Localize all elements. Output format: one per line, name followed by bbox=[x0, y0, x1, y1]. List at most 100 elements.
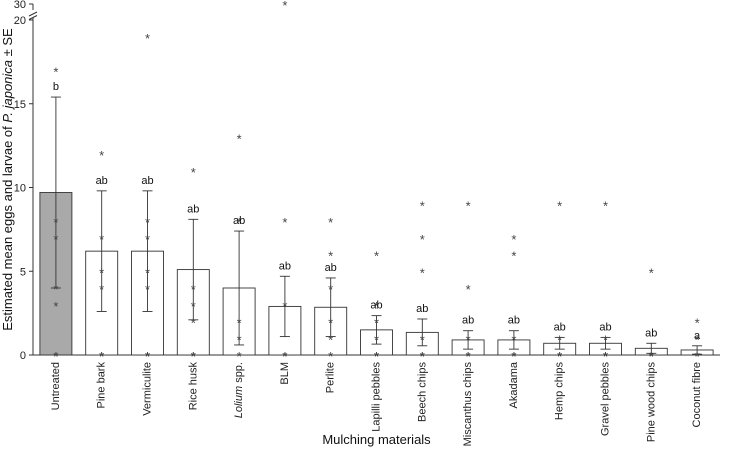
data-point: * bbox=[191, 316, 196, 331]
data-point: * bbox=[420, 198, 425, 213]
data-point: * bbox=[466, 349, 471, 364]
x-tick-label: Vermiculite bbox=[142, 362, 154, 416]
significance-letter: ab bbox=[233, 215, 245, 227]
y-tick-label: 15 bbox=[14, 99, 26, 111]
data-point: * bbox=[53, 282, 58, 297]
data-point: * bbox=[511, 232, 516, 247]
data-point: * bbox=[511, 349, 516, 364]
data-point: * bbox=[99, 265, 104, 280]
significance-letter: a bbox=[694, 330, 701, 342]
y-tick-label: 0 bbox=[20, 350, 26, 362]
significance-letter: ab bbox=[416, 303, 428, 315]
data-point: * bbox=[557, 349, 562, 364]
x-tick-label: BLM bbox=[279, 362, 291, 385]
significance-letter: ab bbox=[370, 300, 382, 312]
data-point: * bbox=[53, 232, 58, 247]
data-point: * bbox=[53, 349, 58, 364]
significance-letter: ab bbox=[96, 175, 108, 187]
data-point: * bbox=[145, 282, 150, 297]
x-tick-label: Coconut fibre bbox=[691, 362, 703, 427]
data-point: * bbox=[603, 349, 608, 364]
data-point-outlier: * bbox=[282, 0, 287, 13]
data-point: * bbox=[695, 316, 700, 331]
data-point: * bbox=[603, 349, 608, 364]
data-point: * bbox=[191, 299, 196, 314]
data-point: * bbox=[466, 198, 471, 213]
y-tick-label: 5 bbox=[20, 266, 26, 278]
data-point: * bbox=[237, 349, 242, 364]
data-point: * bbox=[145, 265, 150, 280]
data-point: * bbox=[466, 349, 471, 364]
significance-letter: ab bbox=[187, 203, 199, 215]
data-point: * bbox=[328, 215, 333, 230]
data-point: * bbox=[99, 282, 104, 297]
x-axis-title: Mulching materials bbox=[322, 432, 431, 447]
x-tick-label: Akadama bbox=[508, 361, 520, 408]
data-point: * bbox=[695, 349, 700, 364]
y-tick-label: 10 bbox=[14, 183, 26, 195]
x-tick-label: Hemp chips bbox=[554, 362, 566, 421]
labels: b Untreated ab Pine bark ab Vermiculite ab Rice… bbox=[0, 28, 703, 447]
data-point: * bbox=[145, 349, 150, 364]
significance-letter: ab bbox=[508, 315, 520, 327]
data-point: * bbox=[374, 332, 379, 347]
x-tick-label: Perlite bbox=[325, 362, 337, 393]
data-point: * bbox=[237, 332, 242, 347]
data-point: * bbox=[374, 349, 379, 364]
data-point: * bbox=[53, 64, 58, 79]
data-point: * bbox=[374, 316, 379, 331]
data-point: * bbox=[511, 249, 516, 264]
data-point: * bbox=[328, 332, 333, 347]
data-point: * bbox=[649, 265, 654, 280]
data-point: * bbox=[466, 282, 471, 297]
axis-break-mark bbox=[28, 15, 38, 20]
x-tick-label: Pine bark bbox=[96, 362, 108, 409]
data-point: * bbox=[191, 282, 196, 297]
data-point: * bbox=[145, 215, 150, 230]
data-point: * bbox=[695, 349, 700, 364]
x-tick-label: Miscanthus chips bbox=[462, 362, 474, 447]
data-point: * bbox=[557, 349, 562, 364]
x-tick-label: Lolium spp. bbox=[233, 362, 245, 418]
significance-letter: ab bbox=[599, 321, 611, 333]
data-point: * bbox=[649, 349, 654, 364]
x-tick-label: Beech chips bbox=[416, 362, 428, 422]
data-point: * bbox=[328, 249, 333, 264]
y-tick-label-upper: 30 bbox=[14, 0, 26, 11]
x-tick-label: Untreated bbox=[50, 362, 62, 410]
data-point: * bbox=[649, 349, 654, 364]
data-point: * bbox=[557, 198, 562, 213]
data-point: * bbox=[603, 332, 608, 347]
y-tick-label: 20 bbox=[14, 15, 26, 27]
data-point: * bbox=[466, 332, 471, 347]
y-axis-title: Estimated mean eggs and larvae of P. jap… bbox=[0, 28, 15, 331]
data-point: * bbox=[328, 349, 333, 364]
data-point: * bbox=[603, 198, 608, 213]
axis-break-mark bbox=[28, 11, 38, 17]
significance-letter: ab bbox=[645, 327, 657, 339]
data-point: * bbox=[511, 332, 516, 347]
data-point: * bbox=[374, 349, 379, 364]
data-point: * bbox=[374, 249, 379, 264]
x-tick-label: Pine wood chips bbox=[645, 362, 657, 443]
bars bbox=[39, 96, 714, 356]
data-point: * bbox=[420, 349, 425, 364]
significance-letter: ab bbox=[325, 262, 337, 274]
data-point: * bbox=[237, 215, 242, 230]
axes: 0 5 10 15 20 30 bbox=[14, 0, 720, 362]
data-point: * bbox=[420, 349, 425, 364]
data-point: * bbox=[99, 232, 104, 247]
data-point: * bbox=[145, 349, 150, 364]
data-point: * bbox=[695, 332, 700, 347]
significance-letter: ab bbox=[141, 175, 153, 187]
data-point: * bbox=[420, 332, 425, 347]
data-point: * bbox=[53, 299, 58, 314]
data-point: * bbox=[237, 316, 242, 331]
significance-letter: b bbox=[53, 81, 59, 93]
data-point: * bbox=[191, 165, 196, 180]
data-point: * bbox=[145, 31, 150, 46]
data-point: * bbox=[328, 282, 333, 297]
x-tick-label: Gravel pebbles bbox=[600, 362, 612, 436]
data-point: * bbox=[282, 349, 287, 364]
